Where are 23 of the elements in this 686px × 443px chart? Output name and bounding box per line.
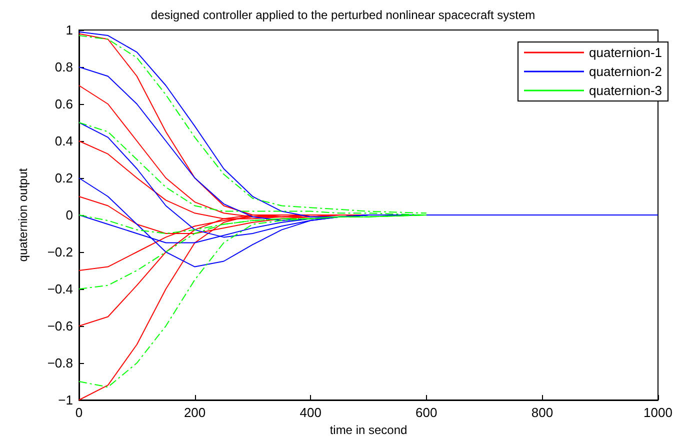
y-tick-label: −1 (58, 392, 73, 408)
x-tick-label: 400 (300, 405, 322, 420)
x-tick-label: 1000 (644, 405, 672, 420)
x-axis-title: time in second (330, 422, 408, 437)
chart-title: designed controller applied to the perturbed nonlinear spacecraft system (150, 8, 536, 22)
x-tick-label: 0 (75, 405, 83, 420)
legend-label: quaternion-3 (589, 83, 662, 98)
legend-label: quaternion-2 (589, 64, 662, 79)
y-tick-label: −0.4 (47, 282, 73, 296)
y-tick-label: 0.2 (54, 170, 73, 186)
y-axis-title: quaternion output (16, 168, 30, 262)
y-tick-label: 0 (66, 208, 73, 222)
x-tick-label: 600 (416, 405, 438, 420)
y-tick-label: −0.2 (47, 244, 73, 260)
y-tick-label: 0.6 (54, 96, 73, 112)
y-tick-label: −0.6 (47, 318, 73, 334)
legend-label: quaternion-1 (589, 45, 662, 60)
x-tick-label: 200 (184, 405, 206, 420)
y-tick-label: −0.8 (47, 356, 73, 370)
y-tick-label: 1 (66, 22, 73, 38)
y-tick-label: 0.8 (54, 60, 73, 74)
x-tick-label: 800 (531, 405, 554, 420)
y-tick-label: 0.4 (54, 134, 73, 148)
